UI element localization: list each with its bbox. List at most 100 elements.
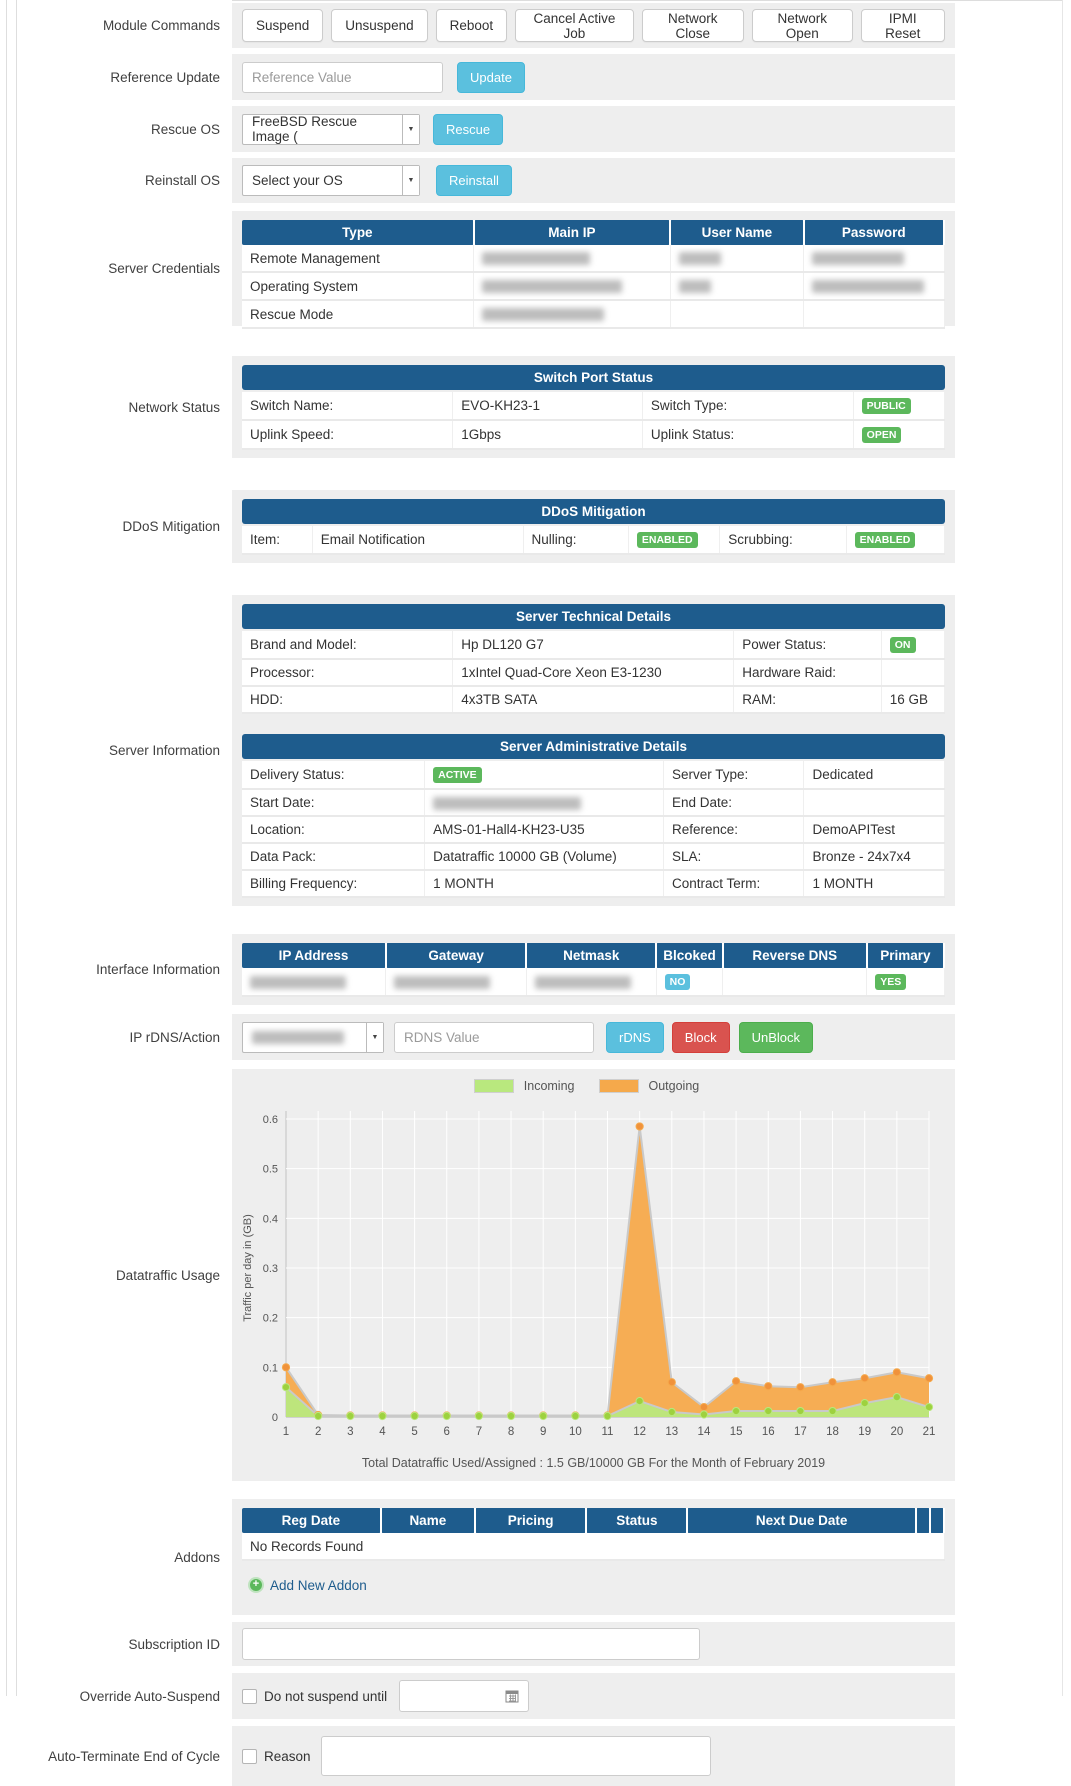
col-type: Type bbox=[242, 220, 475, 245]
rescue-button[interactable]: Rescue bbox=[433, 113, 504, 145]
row-server-credentials: Server Credentials Type Main IP User Nam… bbox=[30, 211, 1041, 329]
ipmi-reset-button[interactable]: IPMI Reset bbox=[860, 9, 945, 42]
svg-text:0.3: 0.3 bbox=[263, 1263, 278, 1275]
col-main-ip: Main IP bbox=[473, 220, 672, 245]
block-button[interactable]: Block bbox=[671, 1021, 730, 1053]
reinstall-button[interactable]: Reinstall bbox=[436, 165, 512, 196]
network-close-button[interactable]: Network Close bbox=[641, 9, 744, 42]
datatraffic-chart: 00.10.20.30.40.50.61 2 3 4 5 6 7 8 9 10 11 12 13 14 15… bbox=[242, 1111, 936, 1438]
redacted-main-ip bbox=[482, 280, 623, 294]
reference-label: Reference: bbox=[663, 816, 805, 844]
svg-text:2: 2 bbox=[315, 1426, 321, 1438]
legend-swatch-outgoing bbox=[598, 1079, 639, 1093]
data-pack-label: Data Pack: bbox=[242, 843, 426, 871]
rescue-os-label: Rescue OS bbox=[150, 121, 220, 137]
do-not-suspend-checkbox[interactable] bbox=[242, 1688, 257, 1704]
rdns-value-input[interactable] bbox=[394, 1021, 594, 1053]
server-type-label: Server Type: bbox=[663, 761, 805, 790]
svg-text:Traffic per day in (GB): Traffic per day in (GB) bbox=[242, 1214, 254, 1322]
table-row: HDD: 4x3TB SATA RAM: 16 GB bbox=[242, 686, 946, 714]
svg-text:14: 14 bbox=[698, 1426, 711, 1438]
unsuspend-button[interactable]: Unsuspend bbox=[331, 9, 428, 42]
status-badge: OPEN bbox=[861, 427, 902, 443]
hdd-value: 4x3TB SATA bbox=[452, 686, 735, 714]
rdns-button[interactable]: rDNS bbox=[606, 1021, 664, 1053]
cancel-active-job-button[interactable]: Cancel Active Job bbox=[515, 9, 634, 42]
reason-input[interactable] bbox=[320, 1736, 711, 1776]
table-row: Item: Email Notification Nulling: ENABLE… bbox=[242, 526, 946, 555]
hdd-label: HDD: bbox=[242, 686, 454, 714]
table-row: Uplink Speed: 1Gbps Uplink Status: OPEN bbox=[242, 420, 946, 450]
svg-text:18: 18 bbox=[826, 1426, 839, 1438]
svg-text:11: 11 bbox=[602, 1426, 614, 1438]
table-row: Data Pack: Datatraffic 10000 GB (Volume)… bbox=[242, 843, 945, 871]
datatraffic-band: Incoming Outgoing 0 0.1 0.2 0.3 0.4 0.5 0.6 1 2 3… bbox=[232, 1069, 955, 1481]
network-open-button[interactable]: Network Open bbox=[751, 9, 853, 42]
server-type-value: Dedicated bbox=[803, 761, 945, 790]
svg-text:13: 13 bbox=[665, 1426, 678, 1438]
row-rescue-os: Rescue OS FreeBSD Rescue Image ( ▼ Rescu… bbox=[30, 106, 1041, 152]
end-date-label: End Date: bbox=[663, 789, 805, 817]
svg-text:10: 10 bbox=[569, 1426, 582, 1438]
svg-text:17: 17 bbox=[794, 1426, 807, 1438]
update-button[interactable]: Update bbox=[457, 61, 525, 93]
server-information-label: Server Information bbox=[108, 743, 220, 758]
row-datatraffic-usage: Datatraffic Usage Incoming Outgoing 0 0.1… bbox=[30, 1069, 1041, 1481]
row-subscription-id: Subscription ID bbox=[30, 1622, 1041, 1666]
rescue-os-select[interactable]: FreeBSD Rescue Image ( ▼ bbox=[242, 113, 420, 145]
legend-label-incoming: Incoming bbox=[523, 1079, 575, 1093]
auto-terminate-checkbox[interactable] bbox=[242, 1748, 257, 1764]
contract-term-label: Contract Term: bbox=[663, 870, 805, 898]
col-reg-date: Reg Date bbox=[242, 1508, 382, 1533]
reinstall-os-select[interactable]: Select your OS ▼ bbox=[242, 165, 420, 196]
unblock-button[interactable]: UnBlock bbox=[738, 1021, 813, 1053]
svg-text:0.6: 0.6 bbox=[263, 1114, 278, 1126]
ddos-title: DDoS Mitigation bbox=[242, 499, 945, 524]
status-badge: ENABLED bbox=[636, 532, 698, 548]
col-user-name: User Name bbox=[670, 220, 805, 245]
location-value: AMS-01-Hall4-KH23-U35 bbox=[424, 816, 664, 844]
svg-text:9: 9 bbox=[540, 1426, 546, 1438]
addons-band: Reg Date Name Pricing Status Next Due Da… bbox=[232, 1499, 955, 1615]
calendar-icon bbox=[505, 1689, 519, 1703]
reinstall-os-label: Reinstall OS bbox=[144, 173, 220, 188]
legend-swatch-incoming bbox=[473, 1079, 514, 1093]
table-row: Delivery Status: ACTIVE Server Type: Ded… bbox=[242, 761, 945, 790]
chevron-down-icon: ▼ bbox=[402, 166, 419, 195]
add-new-addon-link[interactable]: + Add New Addon bbox=[248, 1577, 367, 1593]
svg-text:21: 21 bbox=[923, 1426, 936, 1438]
ram-value: 16 GB bbox=[881, 686, 946, 714]
technical-details-table: Brand and Model: Hp DL120 G7 Power Statu… bbox=[242, 631, 946, 714]
suspend-date-input[interactable] bbox=[399, 1680, 530, 1712]
row-interface-information: Interface Information IP Address Gateway… bbox=[30, 934, 1041, 1005]
reboot-button[interactable]: Reboot bbox=[435, 9, 508, 42]
network-status-band: Switch Port Status Switch Name: EVO-KH23… bbox=[232, 356, 955, 458]
col-reverse-dns: Reverse DNS bbox=[722, 943, 868, 968]
datatraffic-usage-label: Datatraffic Usage bbox=[115, 1267, 220, 1283]
ip-rdns-action-label: IP rDNS/Action bbox=[129, 1029, 220, 1045]
data-pack-value: Datatraffic 10000 GB (Volume) bbox=[424, 843, 664, 871]
power-status-label: Power Status: bbox=[733, 631, 882, 660]
plus-icon: + bbox=[248, 1577, 264, 1593]
svg-text:15: 15 bbox=[730, 1426, 743, 1438]
col-next-due-date: Next Due Date bbox=[687, 1508, 917, 1533]
chevron-down-icon: ▼ bbox=[366, 1022, 383, 1052]
redacted-netmask bbox=[534, 975, 631, 989]
reason-label: Reason bbox=[264, 1748, 311, 1764]
table-row: Switch Name: EVO-KH23-1 Switch Type: PUB… bbox=[242, 392, 946, 421]
col-ip-address: IP Address bbox=[242, 943, 387, 968]
row-override-auto-suspend: Override Auto-Suspend Do not suspend unt… bbox=[30, 1673, 1041, 1719]
override-band: Do not suspend until bbox=[232, 1673, 955, 1719]
rdns-ip-select[interactable]: ▼ bbox=[242, 1021, 384, 1053]
switch-type-label: Switch Type: bbox=[642, 392, 854, 421]
rescue-os-band: FreeBSD Rescue Image ( ▼ Rescue bbox=[232, 106, 955, 152]
reference-value-input[interactable] bbox=[242, 61, 443, 93]
reinstall-os-band: Select your OS ▼ Reinstall bbox=[232, 158, 955, 203]
subscription-id-input[interactable] bbox=[242, 1628, 700, 1660]
col-netmask: Netmask bbox=[526, 943, 658, 968]
panel-border-left-inner bbox=[16, 0, 17, 1696]
panel-border-right bbox=[1062, 0, 1063, 1696]
svg-text:7: 7 bbox=[476, 1426, 482, 1438]
suspend-button[interactable]: Suspend bbox=[242, 9, 324, 42]
chevron-down-icon: ▼ bbox=[402, 114, 419, 144]
